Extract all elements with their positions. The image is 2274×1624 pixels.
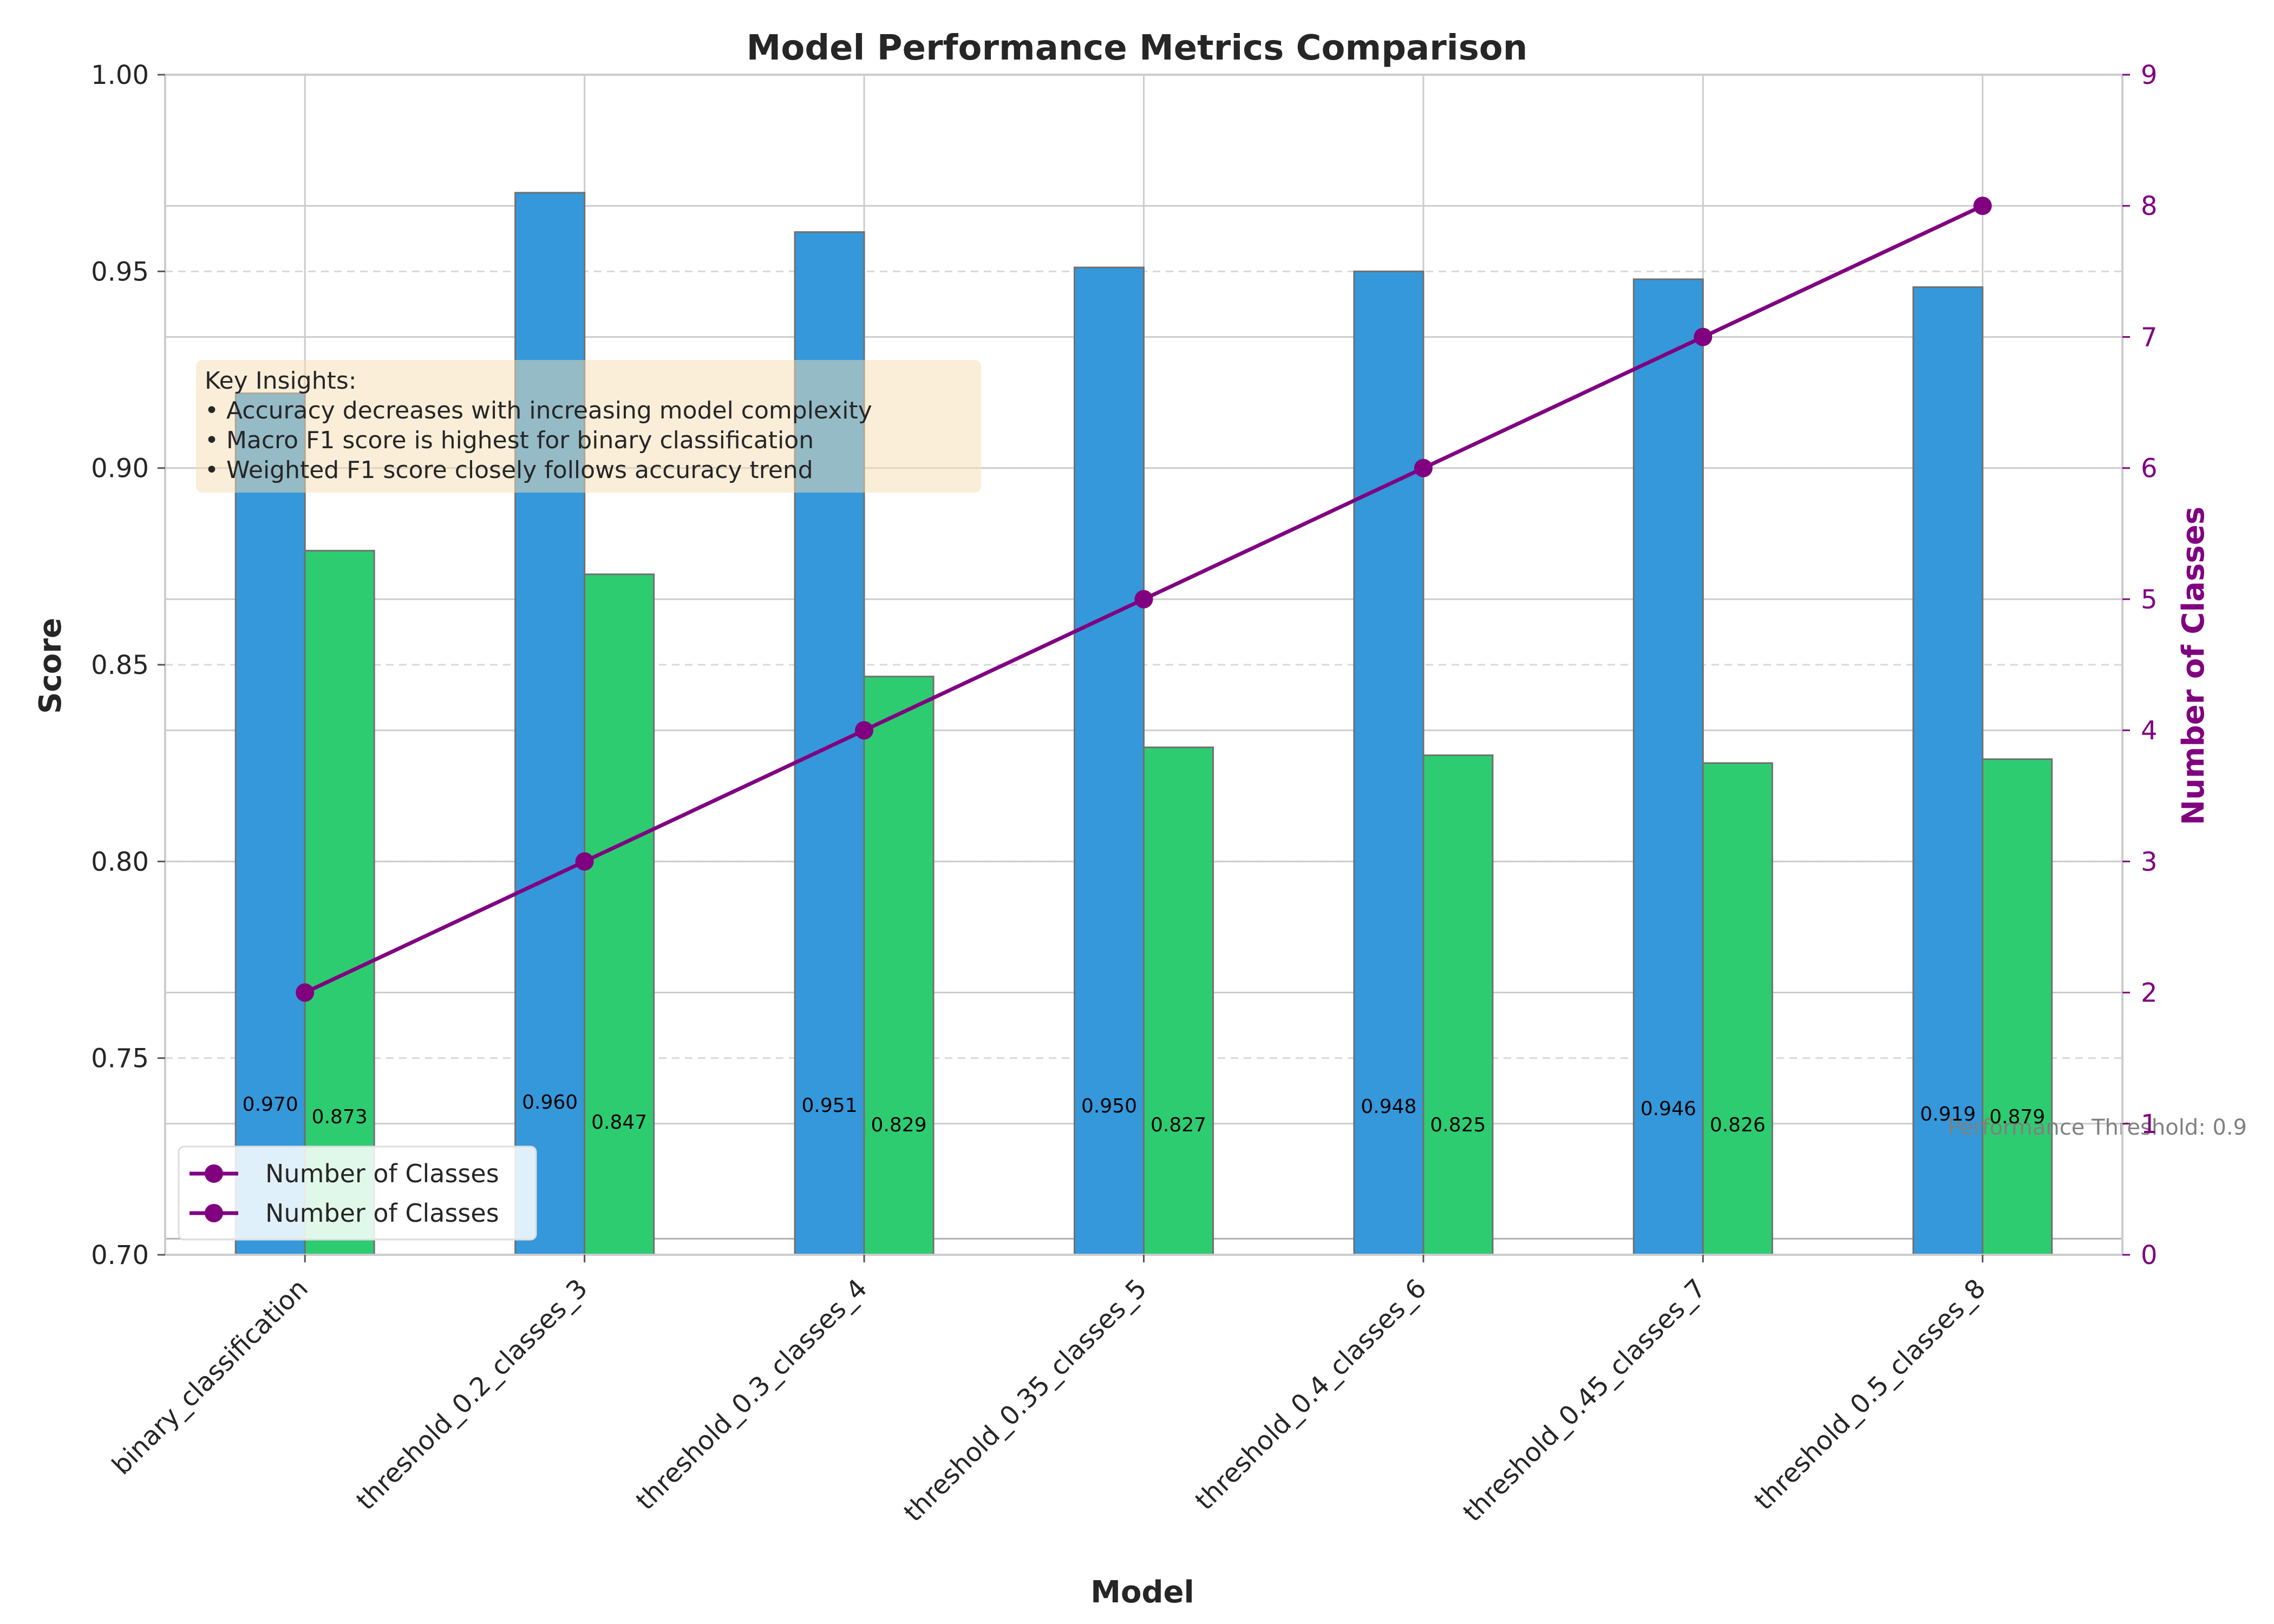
classes-point bbox=[1973, 197, 1992, 215]
bar-value-label: 0.873 bbox=[312, 1106, 368, 1128]
y-tick-label: 0.75 bbox=[91, 1044, 149, 1074]
y2-tick-label: 7 bbox=[2141, 322, 2158, 352]
y2-tick-label: 2 bbox=[2141, 978, 2158, 1009]
legend: Number of Classes Number of Classes bbox=[178, 1145, 537, 1241]
insight-line: • Macro F1 score is highest for binary c… bbox=[205, 427, 814, 454]
legend-marker bbox=[205, 1164, 223, 1183]
y2-tick-label: 6 bbox=[2141, 454, 2158, 484]
bar-value-label: 0.829 bbox=[871, 1114, 927, 1136]
y2-tick-label: 3 bbox=[2141, 847, 2158, 877]
bar-labels: 0.970 0.873 0.960 0.847 0.951 0.829 0.950 0.827… bbox=[243, 1091, 2046, 1136]
bar-value-label: 0.960 bbox=[522, 1091, 578, 1114]
bar-value-label: 0.951 bbox=[802, 1095, 858, 1117]
bar bbox=[1982, 758, 2053, 1256]
bar bbox=[1632, 278, 1704, 1256]
bar-value-label: 0.879 bbox=[1989, 1106, 2045, 1128]
bar bbox=[1702, 762, 1773, 1256]
bar-value-label: 0.919 bbox=[1920, 1103, 1976, 1125]
legend-box bbox=[178, 1145, 537, 1241]
legend-label: Number of Classes bbox=[265, 1159, 499, 1188]
insight-box: Key Insights:• Accuracy decreases with i… bbox=[196, 360, 981, 493]
legend-label: Number of Classes bbox=[265, 1199, 499, 1228]
y-tick-label: 0.70 bbox=[91, 1240, 149, 1271]
classes-point bbox=[1134, 590, 1153, 608]
threshold-label: Performance Threshold: 0.9 bbox=[1948, 1115, 2247, 1140]
classes-point bbox=[296, 983, 315, 1002]
y-axis-label: Score bbox=[33, 618, 68, 714]
bar-value-label: 0.948 bbox=[1361, 1096, 1416, 1118]
chart-title: Model Performance Metrics Comparison bbox=[747, 28, 1528, 68]
y-tick-label: 0.90 bbox=[91, 454, 149, 484]
bar-value-label: 0.847 bbox=[591, 1111, 647, 1134]
classes-point bbox=[1694, 328, 1713, 346]
bar bbox=[1422, 754, 1494, 1256]
y2-tick-label: 9 bbox=[2141, 60, 2158, 90]
insight-box-background bbox=[196, 360, 981, 493]
classes-point bbox=[1414, 459, 1433, 477]
bar-value-label: 0.970 bbox=[243, 1093, 298, 1116]
y-tick-label: 0.95 bbox=[91, 257, 149, 287]
classes-point bbox=[575, 852, 594, 871]
bar bbox=[1353, 270, 1424, 1256]
bar-value-label: 0.946 bbox=[1641, 1098, 1696, 1120]
line-series bbox=[296, 197, 1992, 1002]
y2-tick-label: 0 bbox=[2141, 1240, 2158, 1271]
bar-value-label: 0.825 bbox=[1430, 1114, 1486, 1136]
y2-tick-label: 4 bbox=[2141, 716, 2158, 746]
y2-tick-label: 1 bbox=[2141, 1109, 2158, 1140]
insight-line: Key Insights: bbox=[205, 367, 357, 395]
y-tick-label: 0.80 bbox=[91, 847, 149, 877]
y2-tick-label: 8 bbox=[2141, 191, 2158, 221]
x-axis-label: Model bbox=[1090, 1575, 1194, 1610]
y-tick-label: 1.00 bbox=[91, 60, 149, 90]
bar-value-label: 0.826 bbox=[1710, 1114, 1766, 1136]
bar bbox=[584, 573, 655, 1256]
classes-point bbox=[855, 721, 874, 740]
y2-tick-label: 5 bbox=[2141, 585, 2158, 615]
y-tick-label: 0.85 bbox=[91, 650, 149, 680]
bar bbox=[863, 676, 935, 1256]
bar bbox=[1074, 266, 1145, 1256]
bar-value-label: 0.950 bbox=[1081, 1095, 1137, 1117]
bar bbox=[234, 392, 306, 1256]
bar-value-label: 0.827 bbox=[1151, 1114, 1206, 1136]
y2-axis-label: Number of Classes bbox=[2176, 507, 2211, 826]
legend-marker bbox=[205, 1204, 223, 1222]
bar bbox=[1143, 746, 1214, 1256]
insight-line: • Accuracy decreases with increasing mod… bbox=[205, 397, 872, 424]
insight-line: • Weighted F1 score closely follows accu… bbox=[205, 456, 813, 484]
